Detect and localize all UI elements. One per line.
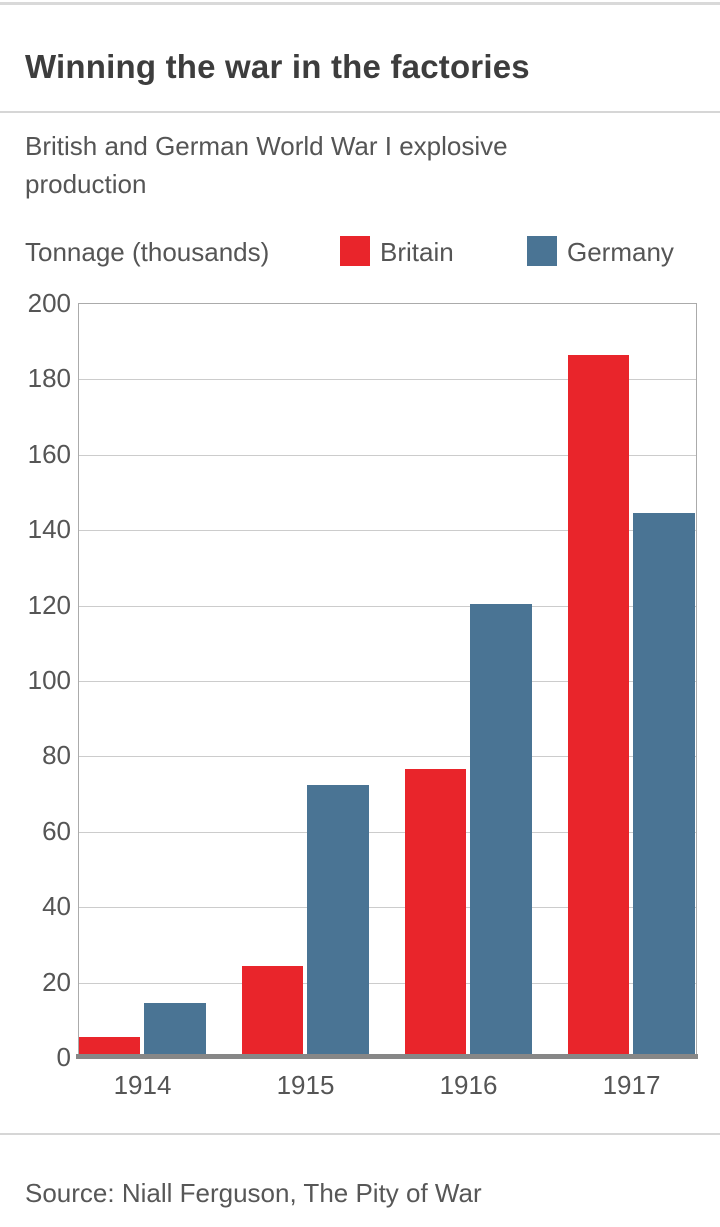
y-axis-title: Tonnage (thousands) bbox=[25, 237, 270, 267]
x-tick-label-1915: 1915 bbox=[276, 1070, 335, 1100]
gridline-100 bbox=[79, 681, 696, 682]
chart-subtitle: British and German World War I explosive… bbox=[25, 131, 508, 199]
bar-britain-1917 bbox=[568, 355, 629, 1056]
y-tick-label-60: 60 bbox=[42, 815, 71, 846]
gridline-20 bbox=[79, 982, 696, 984]
y-tick-label-40: 40 bbox=[42, 891, 71, 922]
gridline-80 bbox=[79, 756, 696, 758]
y-tick-label-80: 80 bbox=[42, 740, 71, 771]
gridline-40 bbox=[79, 907, 696, 909]
page-title: Winning the war in the factories bbox=[25, 48, 530, 86]
legend-row: Tonnage (thousands) Britain Germany bbox=[0, 234, 720, 268]
y-tick-label-140: 140 bbox=[27, 514, 71, 545]
gridline-140 bbox=[79, 530, 696, 532]
bar-britain-1914 bbox=[79, 1037, 140, 1056]
source-note: Source: Niall Ferguson, The Pity of War bbox=[25, 1178, 482, 1208]
y-tick-label-200: 200 bbox=[27, 288, 71, 318]
x-tick-label-1917: 1917 bbox=[602, 1070, 661, 1100]
gridline-60 bbox=[79, 831, 696, 833]
gridline-180 bbox=[79, 379, 696, 381]
bar-germany-1917 bbox=[633, 513, 695, 1056]
divider-above-source bbox=[0, 1133, 720, 1135]
divider-under-title bbox=[0, 111, 720, 113]
bar-germany-1914 bbox=[144, 1003, 206, 1056]
bar-britain-1915 bbox=[242, 966, 303, 1056]
y-tick-label-160: 160 bbox=[27, 438, 71, 469]
bar-britain-1916 bbox=[405, 769, 466, 1056]
y-tick-label-120: 120 bbox=[27, 589, 71, 620]
y-tick-label-100: 100 bbox=[27, 665, 71, 695]
x-tick-label-1916: 1916 bbox=[439, 1070, 498, 1100]
y-tick-label-180: 180 bbox=[27, 363, 71, 394]
page-top-rule bbox=[0, 2, 720, 5]
gridline-160 bbox=[79, 454, 696, 456]
legend-label-britain: Britain bbox=[380, 237, 454, 267]
x-axis-baseline bbox=[76, 1054, 698, 1059]
y-tick-label-0: 0 bbox=[56, 1042, 71, 1072]
britain-swatch-icon bbox=[340, 236, 370, 266]
plot-area: 0 20 40 60 80 100 120 140 160 180 200 1914 1915 1916 1… bbox=[28, 288, 698, 1100]
x-tick-label-1914: 1914 bbox=[113, 1070, 172, 1100]
gridline-120 bbox=[79, 605, 696, 607]
bar-germany-1915 bbox=[307, 785, 369, 1056]
y-tick-label-20: 20 bbox=[42, 966, 71, 997]
germany-swatch-icon bbox=[527, 236, 557, 266]
bar-germany-1916 bbox=[470, 604, 532, 1056]
legend-label-germany: Germany bbox=[567, 237, 674, 267]
